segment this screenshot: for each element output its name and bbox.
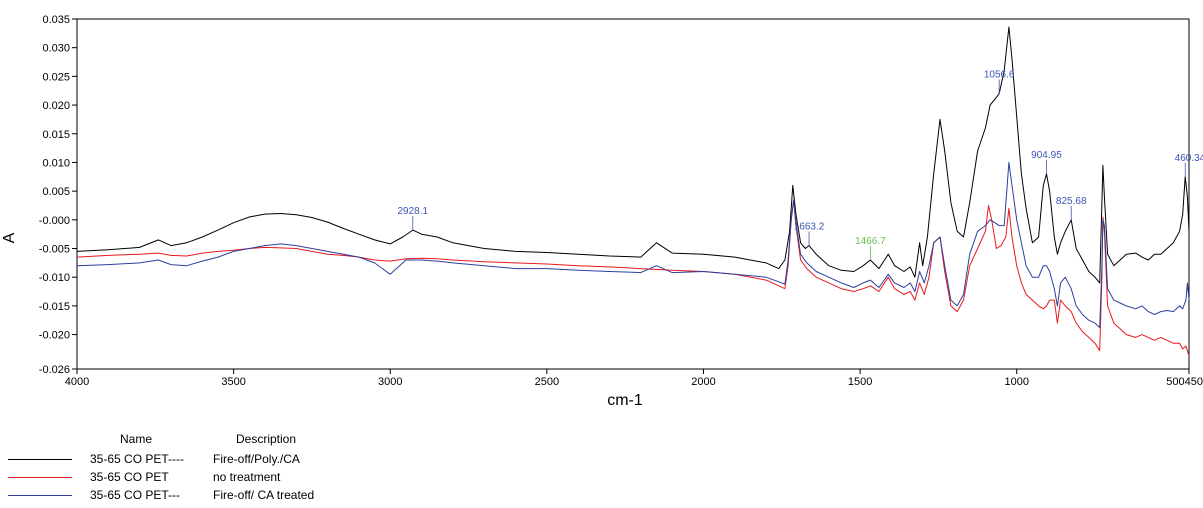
plot-frame <box>77 19 1189 369</box>
legend-row: 35-65 CO PET--- Fire-off/ CA treated <box>0 488 420 504</box>
series-line <box>77 162 1189 327</box>
y-tick-label: -0.005 <box>39 244 70 256</box>
y-tick-label: -0.015 <box>39 301 70 313</box>
y-tick-label: 0.030 <box>42 43 70 55</box>
y-tick-label: -0.000 <box>39 215 70 227</box>
y-tick-label: 0.005 <box>42 186 70 198</box>
peak-annotations: 2928.1 1663.2 1466.7 1056.6 904.95 825.68 460.… <box>397 70 1203 260</box>
legend-series-name: 35-65 CO PET <box>90 470 169 484</box>
x-tick-label: 3000 <box>378 376 402 388</box>
peak-label: 1663.2 <box>794 222 825 233</box>
legend-description-header: Description <box>236 432 296 446</box>
y-tick-label: 0.020 <box>42 100 70 112</box>
x-tick-label: 1500 <box>848 376 872 388</box>
series-line <box>77 200 1189 356</box>
y-tick-label: 0.015 <box>42 129 70 141</box>
legend-series-name: 35-65 CO PET---- <box>90 452 184 466</box>
legend-row: 35-65 CO PET no treatment <box>0 470 420 486</box>
y-tick-label: 0.035 <box>42 14 70 26</box>
legend-series-description: Fire-off/ CA treated <box>213 488 314 502</box>
y-axis-title: A <box>1 232 18 243</box>
y-tick-label: -0.010 <box>39 272 70 284</box>
legend-swatch <box>8 495 72 496</box>
legend-name-header: Name <box>120 432 152 446</box>
x-axis-title: cm-1 <box>607 392 643 409</box>
x-tick-label: 2000 <box>691 376 715 388</box>
legend-series-description: Fire-off/Poly./CA <box>213 452 300 466</box>
x-tick-label: 500450 <box>1166 376 1203 388</box>
series-layer <box>77 27 1189 356</box>
peak-label: 1056.6 <box>984 70 1015 81</box>
peak-label: 825.68 <box>1056 196 1087 207</box>
legend: Name Description 35-65 CO PET---- Fire-o… <box>0 432 420 508</box>
y-axis: 0.035 0.030 0.025 0.020 0.015 0.010 0.005 -0.00… <box>39 14 77 376</box>
peak-label: 904.95 <box>1031 150 1062 161</box>
legend-row: 35-65 CO PET---- Fire-off/Poly./CA <box>0 452 420 468</box>
peak-label: 2928.1 <box>397 206 428 217</box>
y-tick-label: -0.020 <box>39 330 70 342</box>
y-tick-label: -0.026 <box>39 364 70 376</box>
x-axis: 4000 3500 3000 2500 2000 1500 1000 500450 <box>65 369 1203 388</box>
y-tick-label: 0.010 <box>42 157 70 169</box>
spectrum-chart: 0.035 0.030 0.025 0.020 0.015 0.010 0.005 -0.00… <box>0 0 1203 432</box>
legend-swatch <box>8 459 72 460</box>
x-tick-label: 1000 <box>1004 376 1028 388</box>
legend-swatch <box>8 477 72 478</box>
x-tick-label: 2500 <box>535 376 559 388</box>
x-tick-label: 3500 <box>221 376 245 388</box>
x-tick-label: 4000 <box>65 376 89 388</box>
y-tick-label: 0.025 <box>42 71 70 83</box>
peak-label: 1466.7 <box>855 236 886 247</box>
peak-label: 460.34 <box>1175 153 1203 164</box>
legend-series-name: 35-65 CO PET--- <box>90 488 180 502</box>
legend-series-description: no treatment <box>213 470 280 484</box>
